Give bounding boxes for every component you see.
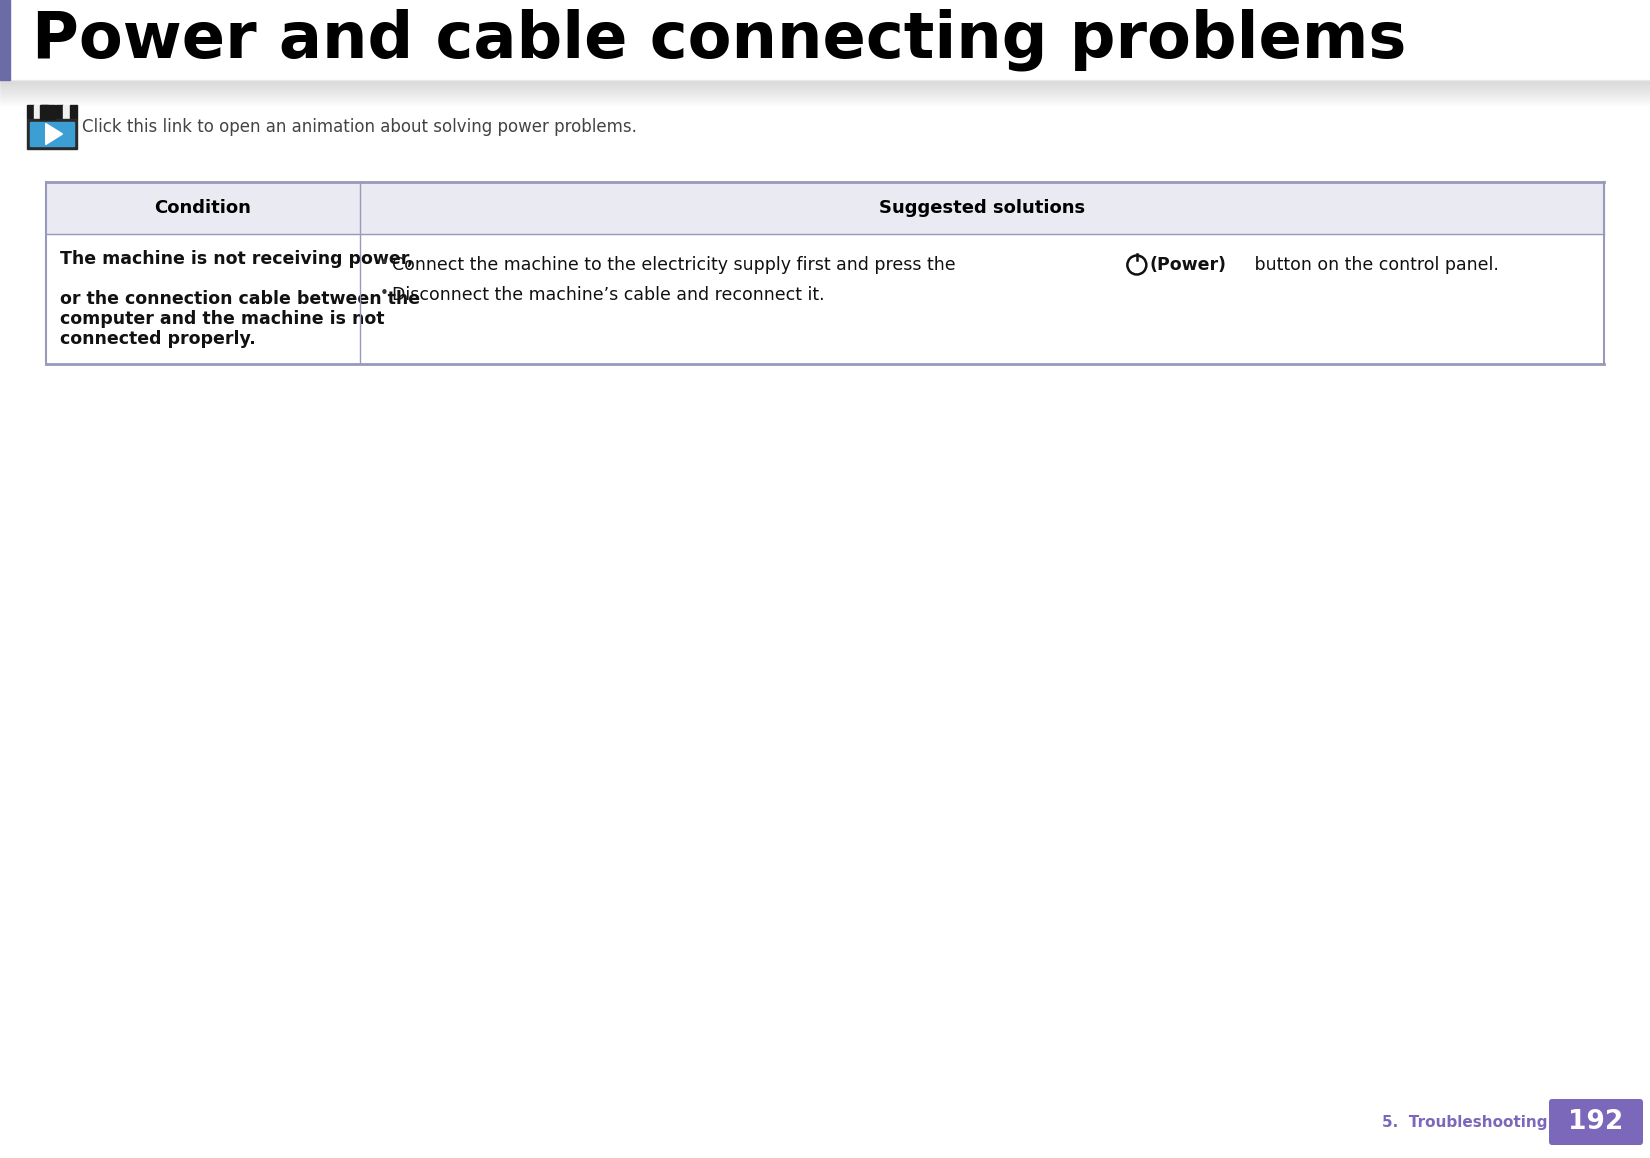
Text: connected properly.: connected properly. — [59, 330, 256, 349]
Bar — [0, 95, 1650, 96]
Bar — [48, 105, 56, 119]
Bar — [0, 101, 1650, 102]
Bar — [0, 98, 1650, 100]
Bar — [0, 103, 1650, 104]
Text: Suggested solutions: Suggested solutions — [879, 199, 1086, 217]
Bar — [0, 85, 1650, 86]
Bar — [0, 96, 1650, 97]
Text: •: • — [380, 256, 389, 271]
Bar — [26, 105, 35, 119]
Bar — [41, 105, 48, 119]
Bar — [56, 105, 63, 119]
Bar — [0, 81, 1650, 82]
Bar — [0, 91, 1650, 93]
Polygon shape — [46, 124, 63, 145]
Bar — [0, 102, 1650, 103]
Text: Condition: Condition — [155, 199, 251, 217]
Text: Power and cable connecting problems: Power and cable connecting problems — [31, 9, 1406, 72]
Text: The machine is not receiving power,: The machine is not receiving power, — [59, 250, 414, 267]
Text: Disconnect the machine’s cable and reconnect it.: Disconnect the machine’s cable and recon… — [393, 286, 825, 305]
Bar — [46, 182, 1604, 234]
Bar — [0, 104, 1650, 105]
Bar — [0, 100, 1650, 101]
Bar — [0, 89, 1650, 90]
Text: 5.  Troubleshooting: 5. Troubleshooting — [1383, 1114, 1548, 1129]
Bar — [0, 85, 1650, 86]
Bar — [35, 105, 41, 119]
Polygon shape — [40, 105, 54, 119]
Text: (Power): (Power) — [1150, 256, 1226, 274]
Text: Click this link to open an animation about solving power problems.: Click this link to open an animation abo… — [82, 118, 637, 135]
Bar — [26, 119, 78, 149]
Text: Connect the machine to the electricity supply first and press the: Connect the machine to the electricity s… — [393, 256, 960, 274]
Text: or the connection cable between the: or the connection cable between the — [59, 290, 421, 308]
Bar — [0, 97, 1650, 98]
Bar — [0, 88, 1650, 89]
FancyBboxPatch shape — [1549, 1099, 1643, 1145]
Bar — [63, 105, 69, 119]
Text: button on the control panel.: button on the control panel. — [1249, 256, 1498, 274]
Bar — [0, 90, 1650, 91]
Bar — [0, 80, 1650, 81]
Bar — [69, 105, 78, 119]
Text: computer and the machine is not: computer and the machine is not — [59, 310, 384, 328]
Bar — [0, 93, 1650, 94]
Bar — [30, 122, 74, 146]
Text: 192: 192 — [1569, 1109, 1624, 1135]
Bar — [0, 82, 1650, 83]
Bar — [0, 94, 1650, 95]
Text: •: • — [380, 286, 389, 301]
Bar — [0, 91, 1650, 93]
Bar — [0, 86, 1650, 87]
Bar — [0, 0, 10, 80]
Bar — [0, 98, 1650, 101]
Bar — [0, 83, 1650, 85]
Bar — [0, 87, 1650, 88]
